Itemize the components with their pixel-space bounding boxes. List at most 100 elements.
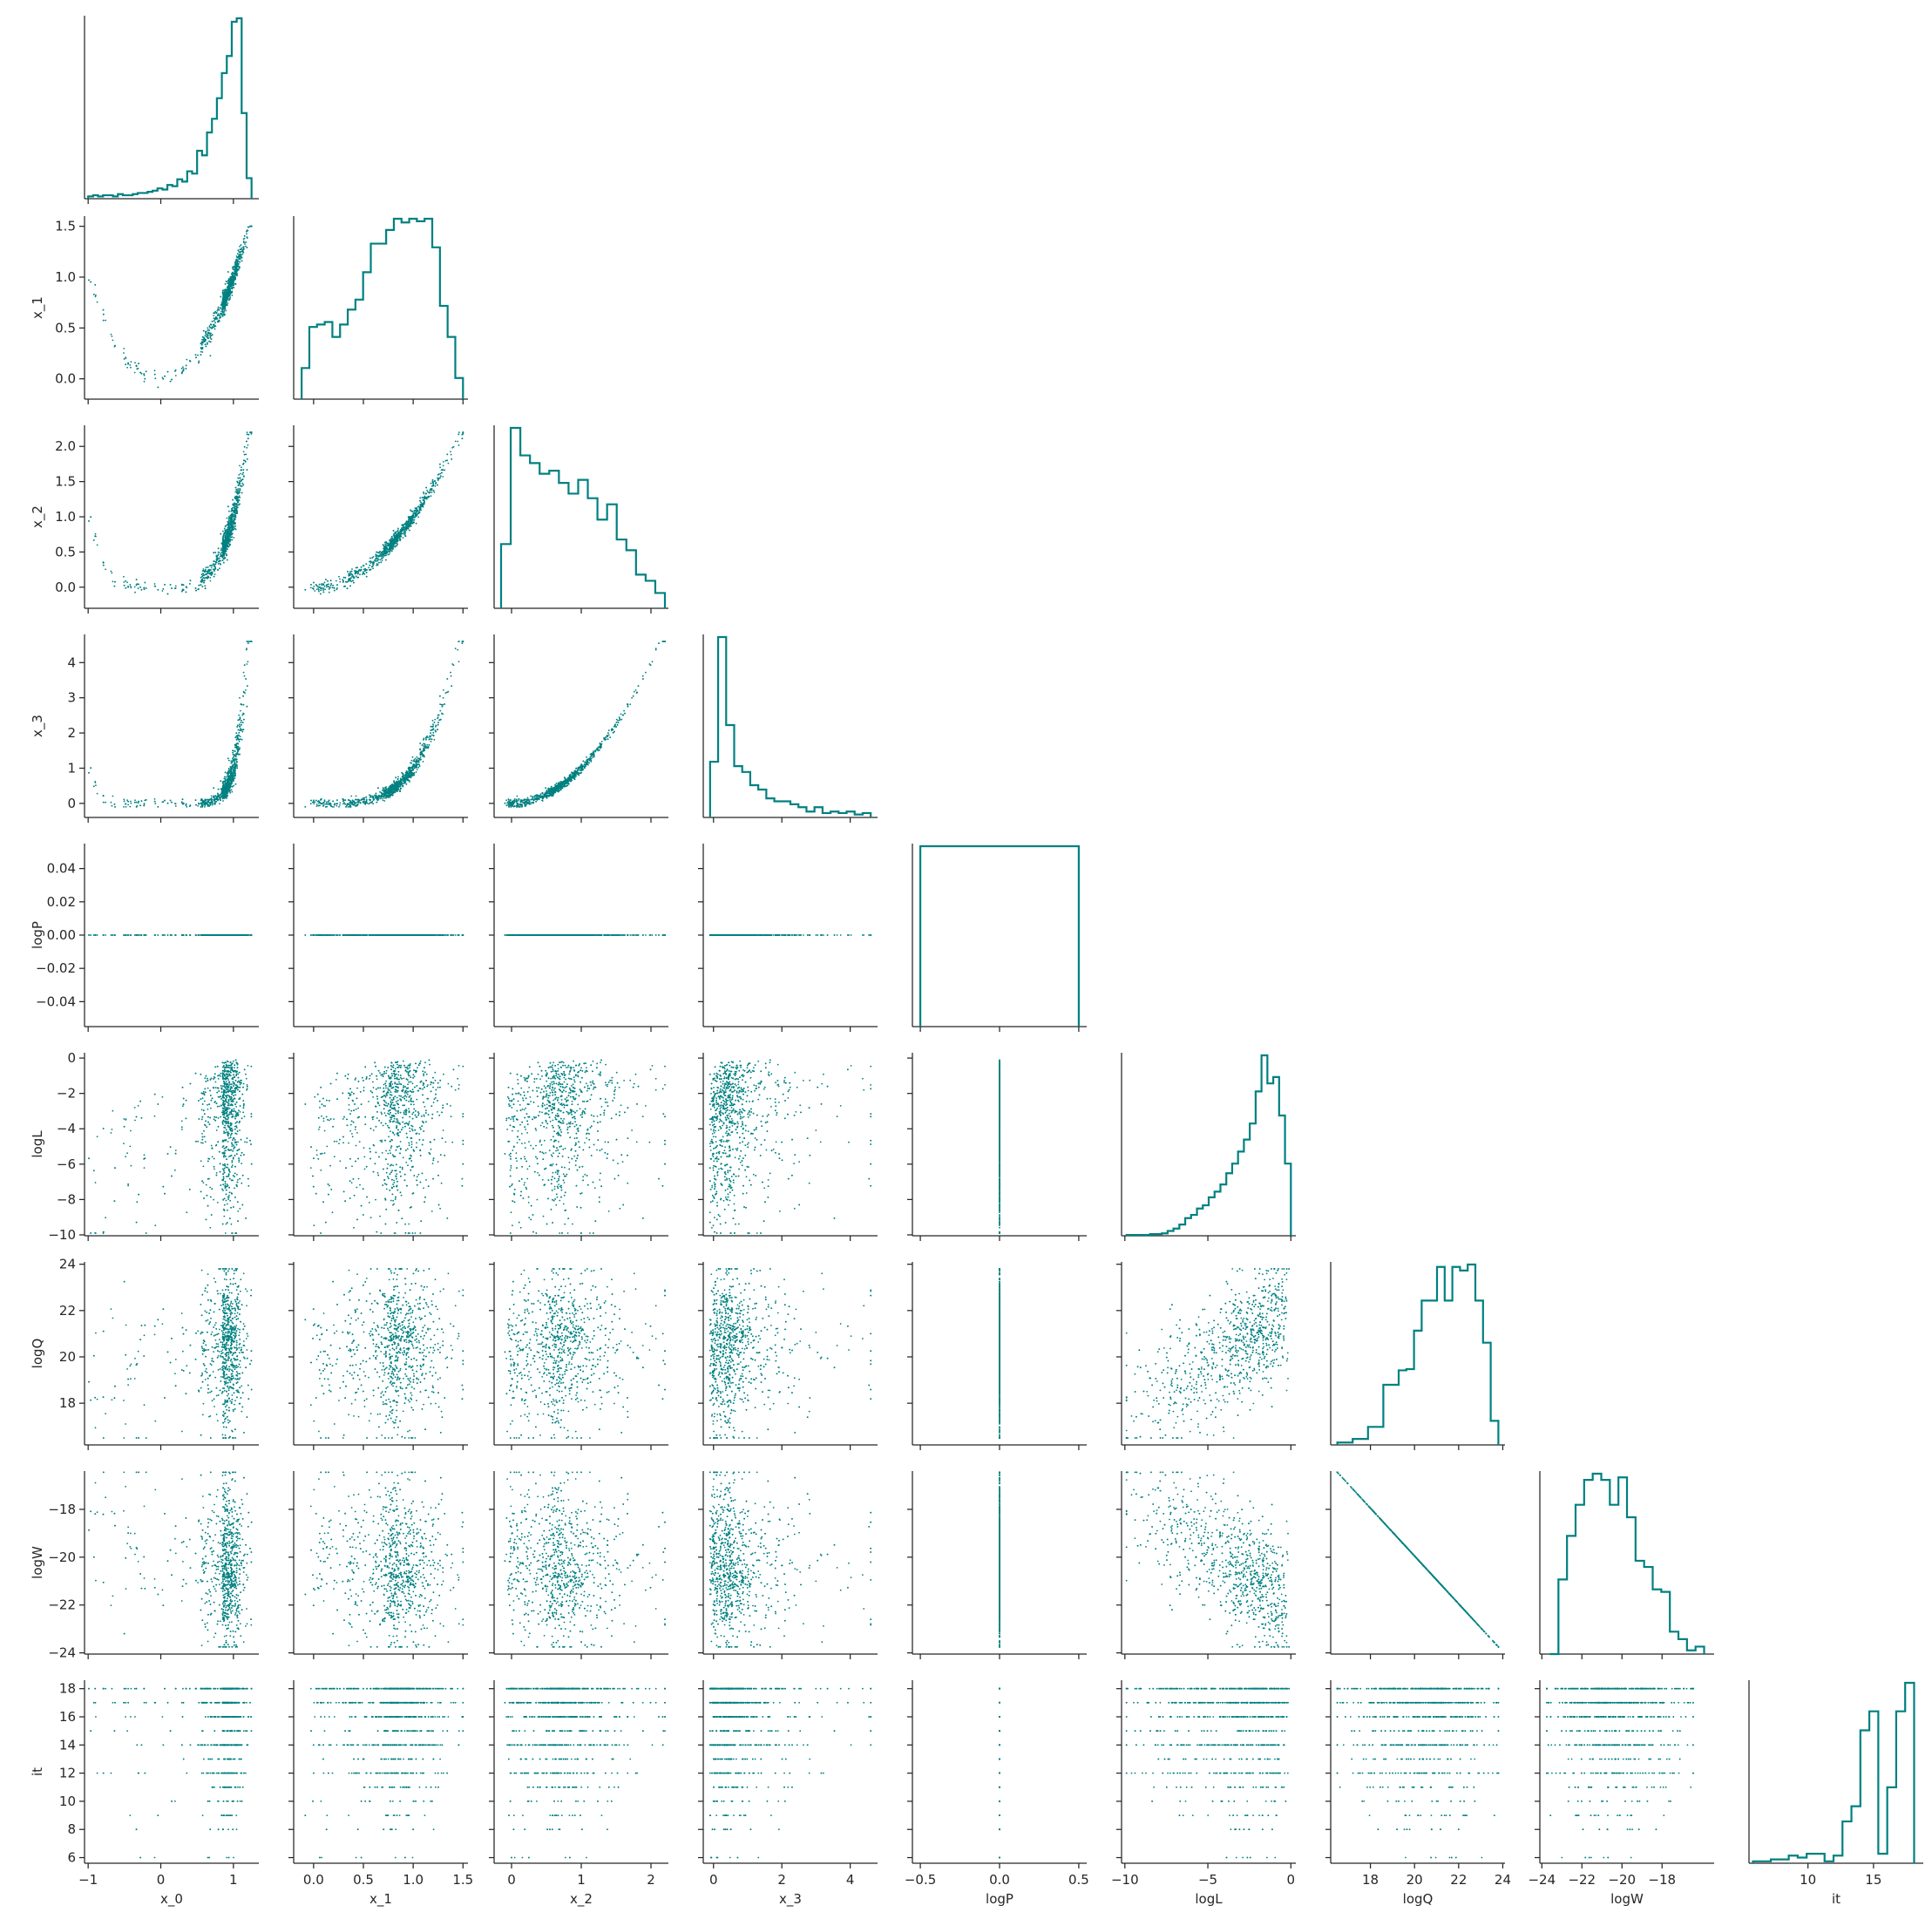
scatter-point [143,373,145,375]
scatter-point [208,341,210,342]
y-tick-label: 0.0 [55,371,76,387]
scatter-point [224,528,226,530]
scatter-point [241,248,242,249]
scatter-point [162,376,164,378]
scatter-point [200,354,202,356]
scatter-point [246,441,247,443]
scatter-point [201,342,203,344]
scatter-point [222,302,224,303]
scatter-point [218,320,220,322]
scatter-point [112,340,114,342]
scatter-point [201,351,203,353]
scatter-point [206,336,207,337]
scatter-point [123,576,125,578]
scatter-point [239,261,241,263]
scatter-point [112,580,114,582]
scatter-point [233,283,234,285]
scatter-point [127,363,129,365]
scatter-point [222,305,224,307]
scatter-point [220,533,221,535]
scatter-point [238,251,240,253]
scatter-point [228,298,230,300]
scatter-point [230,276,232,278]
scatter-point [219,552,220,553]
scatter-point [229,288,231,290]
scatter-point [210,336,212,337]
scatter-point [186,365,187,367]
scatter-point [217,310,219,312]
scatter-point [214,311,216,313]
scatter-point [213,563,214,565]
scatter-point [233,537,234,539]
scatter-point [228,288,230,289]
scatter-point [90,281,92,283]
scatter-point [198,362,200,363]
scatter-point [244,454,246,456]
scatter-point [239,465,241,467]
scatter-point [207,328,209,329]
scatter-point [247,230,248,232]
scatter-point [129,364,131,366]
scatter-point [228,520,230,522]
scatter-point [227,293,228,295]
scatter-point [231,288,233,290]
scatter-point [136,365,138,367]
scatter-point [247,444,249,446]
scatter-point [154,586,156,587]
scatter-point [226,296,227,298]
scatter-point [243,246,245,248]
scatter-point [134,592,136,593]
scatter-point [211,324,213,326]
scatter-point [225,283,227,285]
scatter-point [214,329,216,330]
scatter-point [210,341,212,342]
scatter-point [225,298,227,300]
scatter-point [201,579,203,580]
scatter-point [218,307,220,309]
scatter-point [207,337,209,339]
scatter-point [205,339,207,341]
scatter-point [251,226,253,227]
scatter-point [236,257,238,259]
scatter-point [231,279,233,281]
scatter-point [229,289,231,291]
scatter-point [175,375,177,376]
scatter-point [203,330,205,332]
scatter-point [220,296,221,298]
y-tick-label: 0.5 [55,320,76,336]
scatter-point [111,571,112,573]
scatter-point [195,356,197,358]
scatter-point [95,295,97,296]
scatter-point [240,473,241,475]
scatter-point [232,268,234,269]
scatter-point [222,309,224,310]
scatter-point [240,478,241,479]
scatter-point [220,315,221,317]
scatter-point [222,312,224,314]
scatter-point [243,451,245,453]
scatter-point [175,370,177,371]
scatter-point [237,269,239,271]
scatter-point [205,343,207,345]
scatter-point [227,271,229,273]
scatter-point [247,247,248,248]
scatter-point [144,588,146,590]
scatter-point [224,557,226,559]
scatter-point [231,273,233,275]
scatter-point [202,573,204,574]
scatter-point [246,447,247,449]
scatter-point [217,569,219,571]
scatter-point [242,249,244,251]
scatter-point [211,567,213,569]
scatter-point [130,367,132,369]
scatter-point [111,336,112,337]
scatter-point [201,341,203,342]
scatter-point [126,581,128,583]
scatter-point [170,381,172,383]
scatter-point [214,573,216,575]
scatter-point [213,315,214,316]
panel-x_0-vs-x_2: 0.00.51.01.52.0x_2 [30,425,259,614]
scatter-point [239,495,241,497]
scatter-point [233,507,234,509]
scatter-point [204,341,206,342]
